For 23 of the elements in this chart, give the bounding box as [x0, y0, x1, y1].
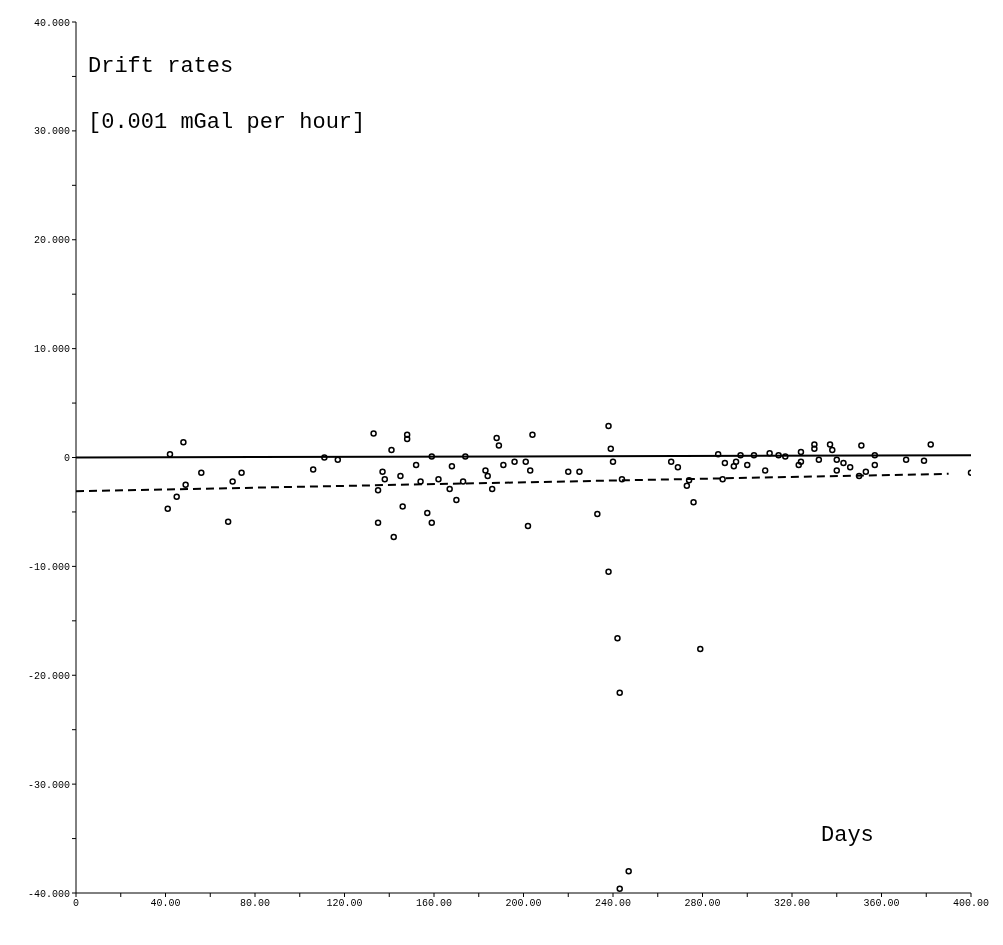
y-tick-label: -20.000 [27, 670, 70, 682]
text: Drift rates [88, 54, 234, 79]
x-tick-label: 120.00 [326, 898, 363, 910]
y-tick-label: 20.000 [33, 235, 70, 247]
x-tick-label: 240.00 [594, 898, 632, 910]
x-tick-label: 360.00 [863, 898, 900, 910]
x-tick-label: 0 [72, 898, 80, 910]
x-tick-label: 400.00 [952, 898, 990, 910]
y-tick-label: 30.000 [33, 126, 70, 138]
y-tick-label: 10.000 [33, 344, 70, 356]
x-tick-label: 200.00 [505, 898, 542, 910]
y-tick-label: 40.000 [33, 17, 70, 29]
y-tick-label: -40.000 [27, 888, 70, 900]
y-tick-label: -30.000 [27, 779, 70, 791]
y-tick-label: 0 [63, 453, 70, 465]
x-axis-title: Days [821, 823, 874, 848]
y-tick-label: -10.000 [27, 561, 70, 573]
x-tick-label: 160.00 [415, 898, 453, 910]
x-tick-label: 320.00 [773, 898, 811, 910]
x-tick-label: 80.00 [239, 898, 271, 910]
y-axis-title: [0.001 mGal per hour] [88, 110, 366, 135]
x-tick-label: 280.00 [684, 898, 721, 910]
x-tick-label: 40.00 [150, 898, 181, 910]
